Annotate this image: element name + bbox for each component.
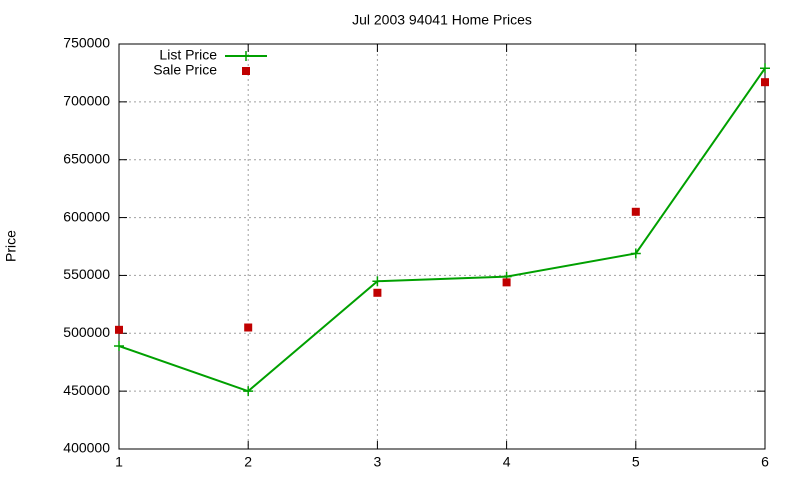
x-tick-label: 2 (244, 454, 252, 470)
legend-label: Sale Price (153, 62, 217, 78)
y-tick-label: 650000 (63, 150, 110, 166)
x-tick-label: 4 (503, 454, 511, 470)
point (502, 278, 511, 287)
point (631, 207, 640, 216)
legend-marker (241, 51, 251, 61)
x-tick-label: 1 (115, 454, 123, 470)
legend-marker (242, 67, 250, 75)
point (761, 78, 769, 87)
x-tick-label: 6 (761, 454, 769, 470)
y-tick-label: 600000 (63, 208, 110, 224)
legend-label: List Price (159, 47, 217, 63)
point (114, 341, 124, 352)
point (760, 63, 770, 74)
series-line (118, 67, 766, 393)
y-axis-label: Price (3, 230, 19, 262)
point (243, 386, 254, 397)
point (630, 248, 641, 259)
x-tick-label: 3 (374, 454, 382, 470)
chart-title: Jul 2003 94041 Home Prices (352, 12, 532, 28)
point (115, 325, 123, 334)
point (372, 276, 383, 287)
x-tick-label: 5 (632, 454, 640, 470)
y-tick-label: 750000 (63, 35, 110, 51)
y-tick-label: 450000 (63, 382, 110, 398)
point (244, 323, 253, 332)
y-tick-label: 550000 (63, 266, 110, 282)
plot-border (118, 43, 766, 450)
y-tick-label: 500000 (63, 324, 110, 340)
y-tick-label: 400000 (63, 440, 110, 456)
y-tick-label: 700000 (63, 93, 110, 109)
point (373, 288, 382, 297)
